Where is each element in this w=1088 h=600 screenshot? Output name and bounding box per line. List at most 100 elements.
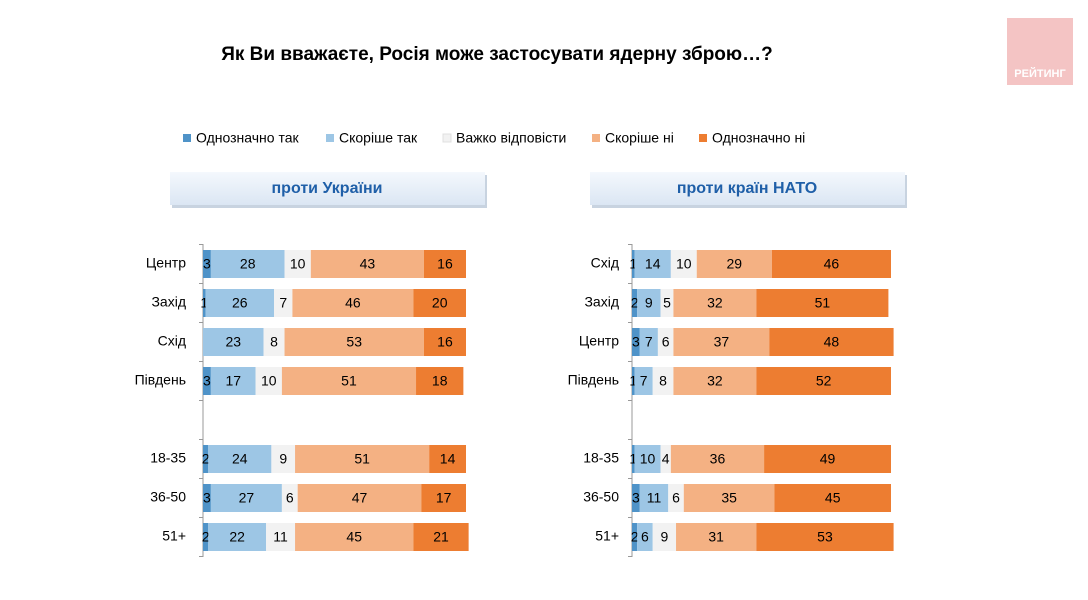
data-label: 53	[346, 334, 362, 350]
bar-segment	[632, 484, 640, 512]
data-label: 35	[721, 490, 737, 506]
bar-segment	[210, 367, 256, 395]
category-label: Схід	[591, 255, 619, 271]
category-label: 18-35	[150, 450, 186, 466]
data-label: 9	[279, 451, 287, 467]
data-label: 10	[676, 256, 692, 272]
data-label: 9	[645, 295, 653, 311]
bar-segment	[263, 328, 285, 356]
subtitle: проти України	[272, 180, 383, 197]
bar-segment	[769, 328, 894, 356]
legend-swatch	[326, 134, 334, 142]
data-label: 46	[824, 256, 840, 272]
bar-segment	[281, 367, 417, 395]
bar-segment	[696, 250, 772, 278]
data-label: 47	[352, 490, 368, 506]
category-label: Центр	[146, 255, 186, 271]
data-label: 7	[645, 334, 653, 350]
bar-segment	[310, 250, 424, 278]
data-label: 17	[436, 490, 452, 506]
data-label: 29	[727, 256, 743, 272]
bar-segment	[657, 328, 674, 356]
data-label: 4	[662, 451, 670, 467]
data-label: 6	[286, 490, 294, 506]
subtitle-box	[170, 172, 485, 205]
data-label: 1	[629, 373, 637, 389]
data-label: 2	[631, 529, 639, 545]
bar-segment	[756, 289, 889, 317]
legend-label: Однозначно ні	[712, 130, 805, 146]
bar-segment	[632, 250, 635, 278]
bar-segment	[429, 445, 466, 473]
legend-label: Однозначно так	[196, 130, 299, 146]
bar-segment	[416, 367, 464, 395]
bar-segment	[295, 523, 414, 551]
legend-swatch	[442, 133, 452, 143]
data-label: 2	[202, 529, 210, 545]
bar-segment	[284, 250, 311, 278]
bar-segment	[639, 484, 669, 512]
data-label: 10	[261, 373, 277, 389]
data-label: 31	[708, 529, 724, 545]
category-label: Захід	[584, 294, 619, 310]
data-label: 53	[817, 529, 833, 545]
category-label: Схід	[158, 333, 186, 349]
bar-segment	[637, 289, 661, 317]
data-label: 8	[270, 334, 278, 350]
bar-segment	[632, 328, 640, 356]
data-label: 46	[345, 295, 361, 311]
data-label: 10	[640, 451, 656, 467]
category-label: 36-50	[150, 489, 186, 505]
bar-segment	[660, 289, 674, 317]
data-label: 37	[714, 334, 730, 350]
bar-segment	[632, 367, 635, 395]
bar-segment	[421, 484, 466, 512]
data-label: 14	[440, 451, 456, 467]
bar-segment	[413, 523, 469, 551]
data-label: 26	[232, 295, 248, 311]
bar-segment	[676, 523, 757, 551]
category-label: 18-35	[583, 450, 619, 466]
data-label: 27	[239, 490, 255, 506]
bar-segment	[673, 328, 770, 356]
data-label: 8	[659, 373, 667, 389]
data-label: 1	[200, 295, 208, 311]
data-label: 7	[640, 373, 648, 389]
legend-label: Скоріше так	[339, 130, 418, 146]
logo-box	[1007, 18, 1073, 85]
data-label: 43	[360, 256, 376, 272]
data-label: 21	[433, 529, 449, 545]
bar-segment	[281, 484, 298, 512]
bar-segment	[668, 484, 684, 512]
data-label: 3	[203, 490, 211, 506]
legend-swatch	[183, 134, 191, 142]
bar-segment	[632, 289, 638, 317]
data-label: 5	[663, 295, 671, 311]
bar-segment	[297, 484, 422, 512]
category-label: 51+	[162, 528, 186, 544]
data-label: 3	[203, 373, 211, 389]
bar-segment	[271, 445, 296, 473]
data-label: 2	[202, 451, 210, 467]
bar-segment	[203, 523, 209, 551]
bar-segment	[764, 445, 891, 473]
data-label: 11	[273, 529, 288, 545]
data-label: 3	[632, 334, 640, 350]
legend-label: Скоріше ні	[605, 130, 674, 146]
data-label: 18	[432, 373, 448, 389]
data-label: 32	[707, 295, 723, 311]
bar-segment	[756, 523, 894, 551]
bar-segment	[208, 523, 267, 551]
bar-segment	[423, 250, 466, 278]
data-label: 14	[645, 256, 661, 272]
bar-segment	[203, 328, 264, 356]
subtitle: проти країн НАТО	[677, 180, 817, 197]
bar-segment	[771, 250, 891, 278]
bar-segment	[673, 289, 757, 317]
data-label: 48	[824, 334, 840, 350]
bar-segment	[670, 250, 697, 278]
data-label: 6	[672, 490, 680, 506]
bar-segment	[210, 484, 282, 512]
bar-segment	[660, 445, 671, 473]
bar-segment	[683, 484, 775, 512]
